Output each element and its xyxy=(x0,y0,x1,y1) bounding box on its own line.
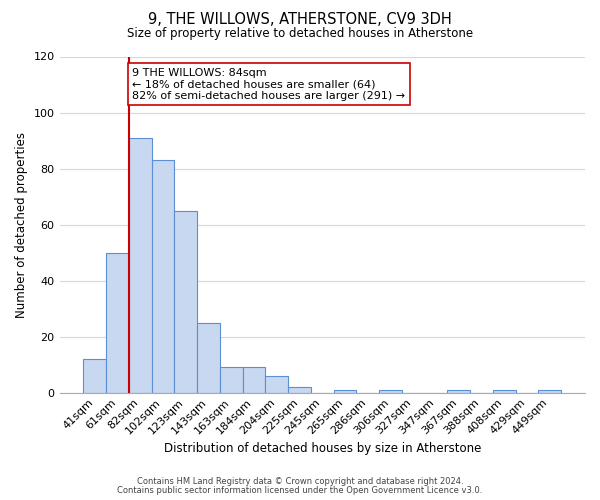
Y-axis label: Number of detached properties: Number of detached properties xyxy=(15,132,28,318)
Bar xyxy=(83,359,106,392)
Bar xyxy=(220,368,242,392)
Bar xyxy=(379,390,402,392)
Text: 9, THE WILLOWS, ATHERSTONE, CV9 3DH: 9, THE WILLOWS, ATHERSTONE, CV9 3DH xyxy=(148,12,452,28)
Text: Size of property relative to detached houses in Atherstone: Size of property relative to detached ho… xyxy=(127,28,473,40)
Bar xyxy=(106,252,129,392)
Bar xyxy=(493,390,515,392)
Bar xyxy=(175,210,197,392)
Bar xyxy=(242,368,265,392)
Text: 9 THE WILLOWS: 84sqm
← 18% of detached houses are smaller (64)
82% of semi-detac: 9 THE WILLOWS: 84sqm ← 18% of detached h… xyxy=(133,68,406,101)
Bar xyxy=(197,322,220,392)
Bar xyxy=(538,390,561,392)
Bar xyxy=(152,160,175,392)
Text: Contains public sector information licensed under the Open Government Licence v3: Contains public sector information licen… xyxy=(118,486,482,495)
Text: Contains HM Land Registry data © Crown copyright and database right 2024.: Contains HM Land Registry data © Crown c… xyxy=(137,477,463,486)
Bar xyxy=(265,376,288,392)
Bar xyxy=(334,390,356,392)
Bar xyxy=(129,138,152,392)
X-axis label: Distribution of detached houses by size in Atherstone: Distribution of detached houses by size … xyxy=(164,442,481,455)
Bar xyxy=(448,390,470,392)
Bar xyxy=(288,387,311,392)
